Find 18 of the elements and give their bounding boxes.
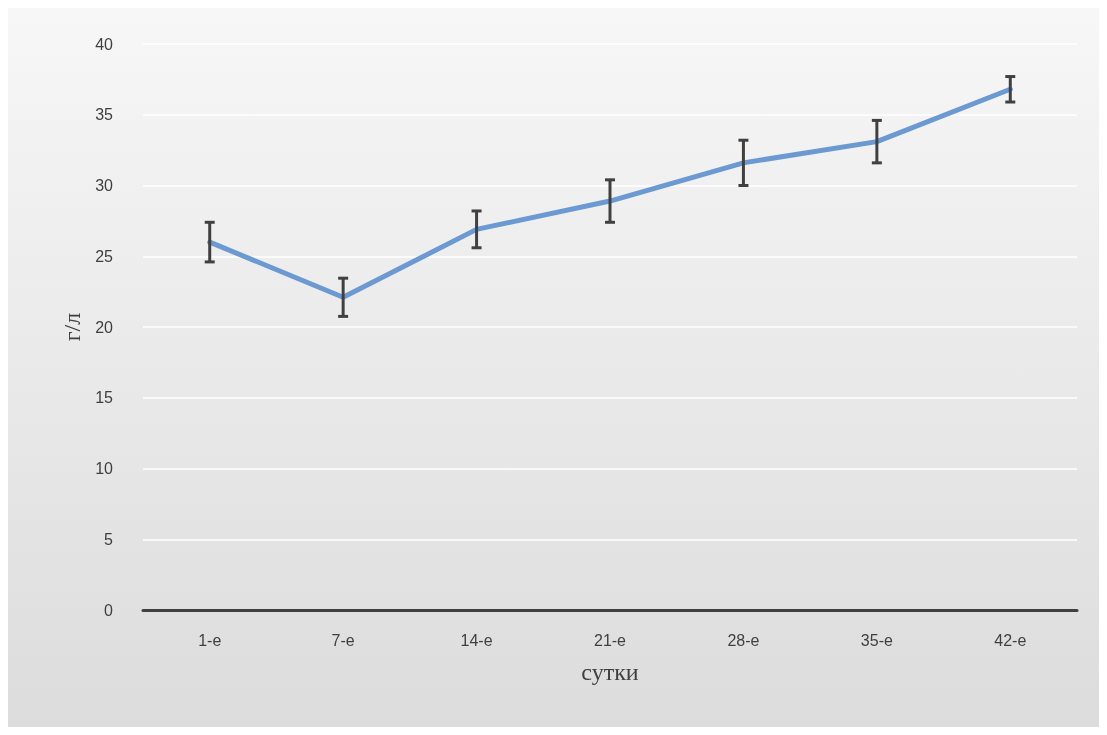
y-tick-label: 30 — [95, 177, 114, 194]
y-tick-label: 5 — [104, 530, 114, 548]
y-axis-title: г/л — [59, 312, 86, 342]
x-axis-title: сутки — [581, 659, 639, 685]
x-tick-label: 35-е — [860, 631, 893, 649]
x-tick-label: 42-е — [994, 631, 1027, 649]
y-tick-label: 0 — [104, 601, 114, 619]
x-tick-label: 28-е — [727, 631, 760, 649]
y-tick-label: 40 — [95, 35, 114, 53]
y-tick-label: 25 — [95, 247, 114, 265]
y-tick-label: 20 — [95, 318, 114, 336]
x-tick-label: 1-е — [198, 631, 222, 649]
y-tick-label: 35 — [95, 106, 114, 124]
x-tick-label: 21-е — [593, 631, 627, 649]
x-tick-label: 7-е — [331, 631, 355, 649]
y-tick-label: 15 — [95, 389, 114, 407]
y-tick-label: 10 — [95, 460, 114, 477]
x-tick-label: 14-е — [460, 631, 493, 649]
